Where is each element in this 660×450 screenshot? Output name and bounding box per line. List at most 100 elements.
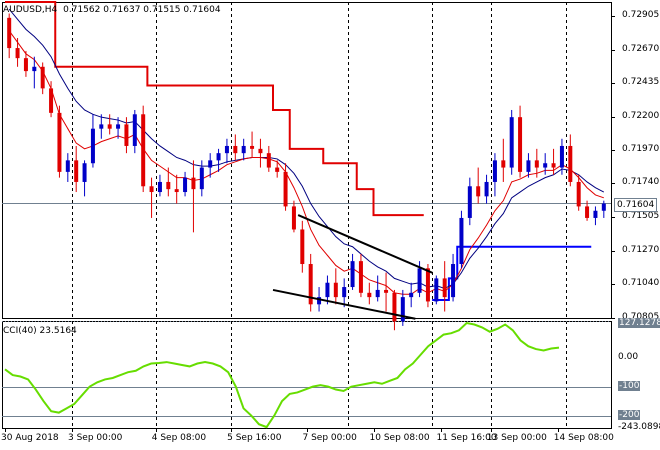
candle-body — [99, 124, 104, 129]
cci-tick-label: 127.1278 — [618, 318, 660, 328]
candle-body — [258, 148, 263, 154]
candle-body — [224, 145, 229, 154]
price-panel-border — [2, 2, 612, 319]
symbol-label: AUDUSD,H4 — [3, 5, 58, 15]
time-tick-label: 30 Aug 2018 — [1, 433, 59, 443]
candle-body — [484, 181, 489, 197]
candle-body — [442, 278, 447, 298]
candle-body — [375, 289, 380, 298]
time-tick-label: 4 Sep 08:00 — [151, 433, 207, 443]
candle-body — [409, 292, 414, 298]
candle-body — [350, 261, 355, 288]
candle-body — [208, 160, 213, 168]
candle-body — [467, 186, 472, 218]
time-tick-label: 10 Sep 08:00 — [369, 433, 430, 443]
candle-body — [476, 186, 481, 197]
candle-body — [23, 58, 28, 72]
moving-average-fast-line — [8, 30, 604, 295]
candle-body — [559, 145, 564, 168]
candle-body — [291, 206, 296, 230]
candle-body — [568, 145, 573, 182]
time-tick-label: 14 Sep 08:00 — [553, 433, 614, 443]
candle-body — [7, 17, 12, 49]
candle-body — [459, 217, 464, 265]
price-tick-label: 0.71270 — [622, 245, 660, 256]
chart-header-symbol: AUDUSD,H4 0.71562 0.71637 0.71515 0.7160… — [3, 5, 221, 15]
candle-body — [333, 282, 338, 298]
current-price-tag: 0.71604 — [614, 197, 658, 212]
candle-body — [107, 124, 112, 129]
candle-body — [384, 289, 389, 293]
cci-tick-label: -100 — [618, 380, 641, 391]
candle-body — [275, 167, 280, 172]
candle-body — [266, 153, 271, 168]
candle-body — [325, 282, 330, 298]
candle-body — [585, 206, 590, 218]
candle-body — [342, 287, 347, 298]
candle-body — [518, 117, 523, 172]
candle-body — [492, 160, 497, 182]
candle-body — [40, 66, 45, 89]
candle-body — [90, 128, 95, 164]
time-tick-label: 11 Sep 16:00 — [436, 433, 497, 443]
candle-body — [241, 145, 246, 154]
candle-body — [576, 181, 581, 207]
candle-body — [116, 124, 121, 129]
price-tick-label: 0.72670 — [622, 43, 660, 54]
candle-body — [358, 261, 363, 293]
candle-body — [283, 171, 288, 207]
candle-body — [141, 114, 146, 187]
trendline-1 — [272, 288, 416, 320]
candle-body — [49, 88, 54, 113]
cci-line — [4, 321, 560, 429]
candle-body — [166, 181, 171, 190]
candle-body — [593, 210, 598, 218]
price-tick-label: 0.72200 — [622, 111, 660, 122]
candle-body — [250, 145, 255, 149]
candle-body — [183, 177, 188, 193]
candle-body — [501, 160, 506, 168]
candle-body — [434, 278, 439, 302]
price-tick-label: 0.71040 — [622, 278, 660, 289]
cci-tick-label: 0.00 — [618, 351, 639, 362]
candle-body — [417, 268, 422, 293]
candle-body — [57, 112, 62, 172]
candle-body — [191, 177, 196, 190]
candle-body — [400, 297, 405, 322]
candle-body — [509, 117, 514, 168]
candle-body — [551, 163, 556, 168]
candle-body — [174, 189, 179, 193]
candle-body — [199, 167, 204, 190]
candle-body — [216, 153, 221, 161]
time-tick-label: 5 Sep 16:00 — [227, 433, 282, 443]
candle-body — [132, 114, 137, 146]
cci-tick-label: -243.0898 — [618, 422, 660, 432]
ohlc-values: 0.71562 0.71637 0.71515 0.71604 — [63, 5, 221, 15]
candle-body — [534, 160, 539, 168]
time-tick-label: 13 Sep 00:00 — [486, 433, 547, 443]
candle-body — [300, 229, 305, 265]
trendline-0 — [297, 214, 433, 274]
candle-body — [82, 163, 87, 182]
candle-body — [233, 145, 238, 154]
stop-level-lower-line — [432, 245, 592, 302]
candle-body — [543, 163, 548, 168]
cci-tick-label: -200 — [618, 409, 641, 420]
price-tick-label: 0.72435 — [622, 77, 660, 88]
time-tick-label: 3 Sep 00:00 — [68, 433, 123, 443]
price-tick-label: 0.71505 — [622, 211, 660, 222]
cci-panel-border — [2, 321, 612, 429]
time-tick-label: 7 Sep 00:00 — [302, 433, 357, 443]
candle-body — [451, 264, 456, 298]
price-tick-label: 0.71740 — [622, 177, 660, 188]
candle-body — [32, 66, 37, 72]
candle-body — [526, 160, 531, 172]
moving-average-slow-line — [8, 8, 605, 290]
candle-body — [74, 160, 79, 182]
candle-body — [124, 124, 129, 146]
price-tick-label: 0.71970 — [622, 144, 660, 155]
candle-body — [15, 48, 20, 59]
price-tick-label: 0.72905 — [622, 9, 660, 20]
cci-label: CCI(40) 23.5164 — [3, 326, 77, 336]
